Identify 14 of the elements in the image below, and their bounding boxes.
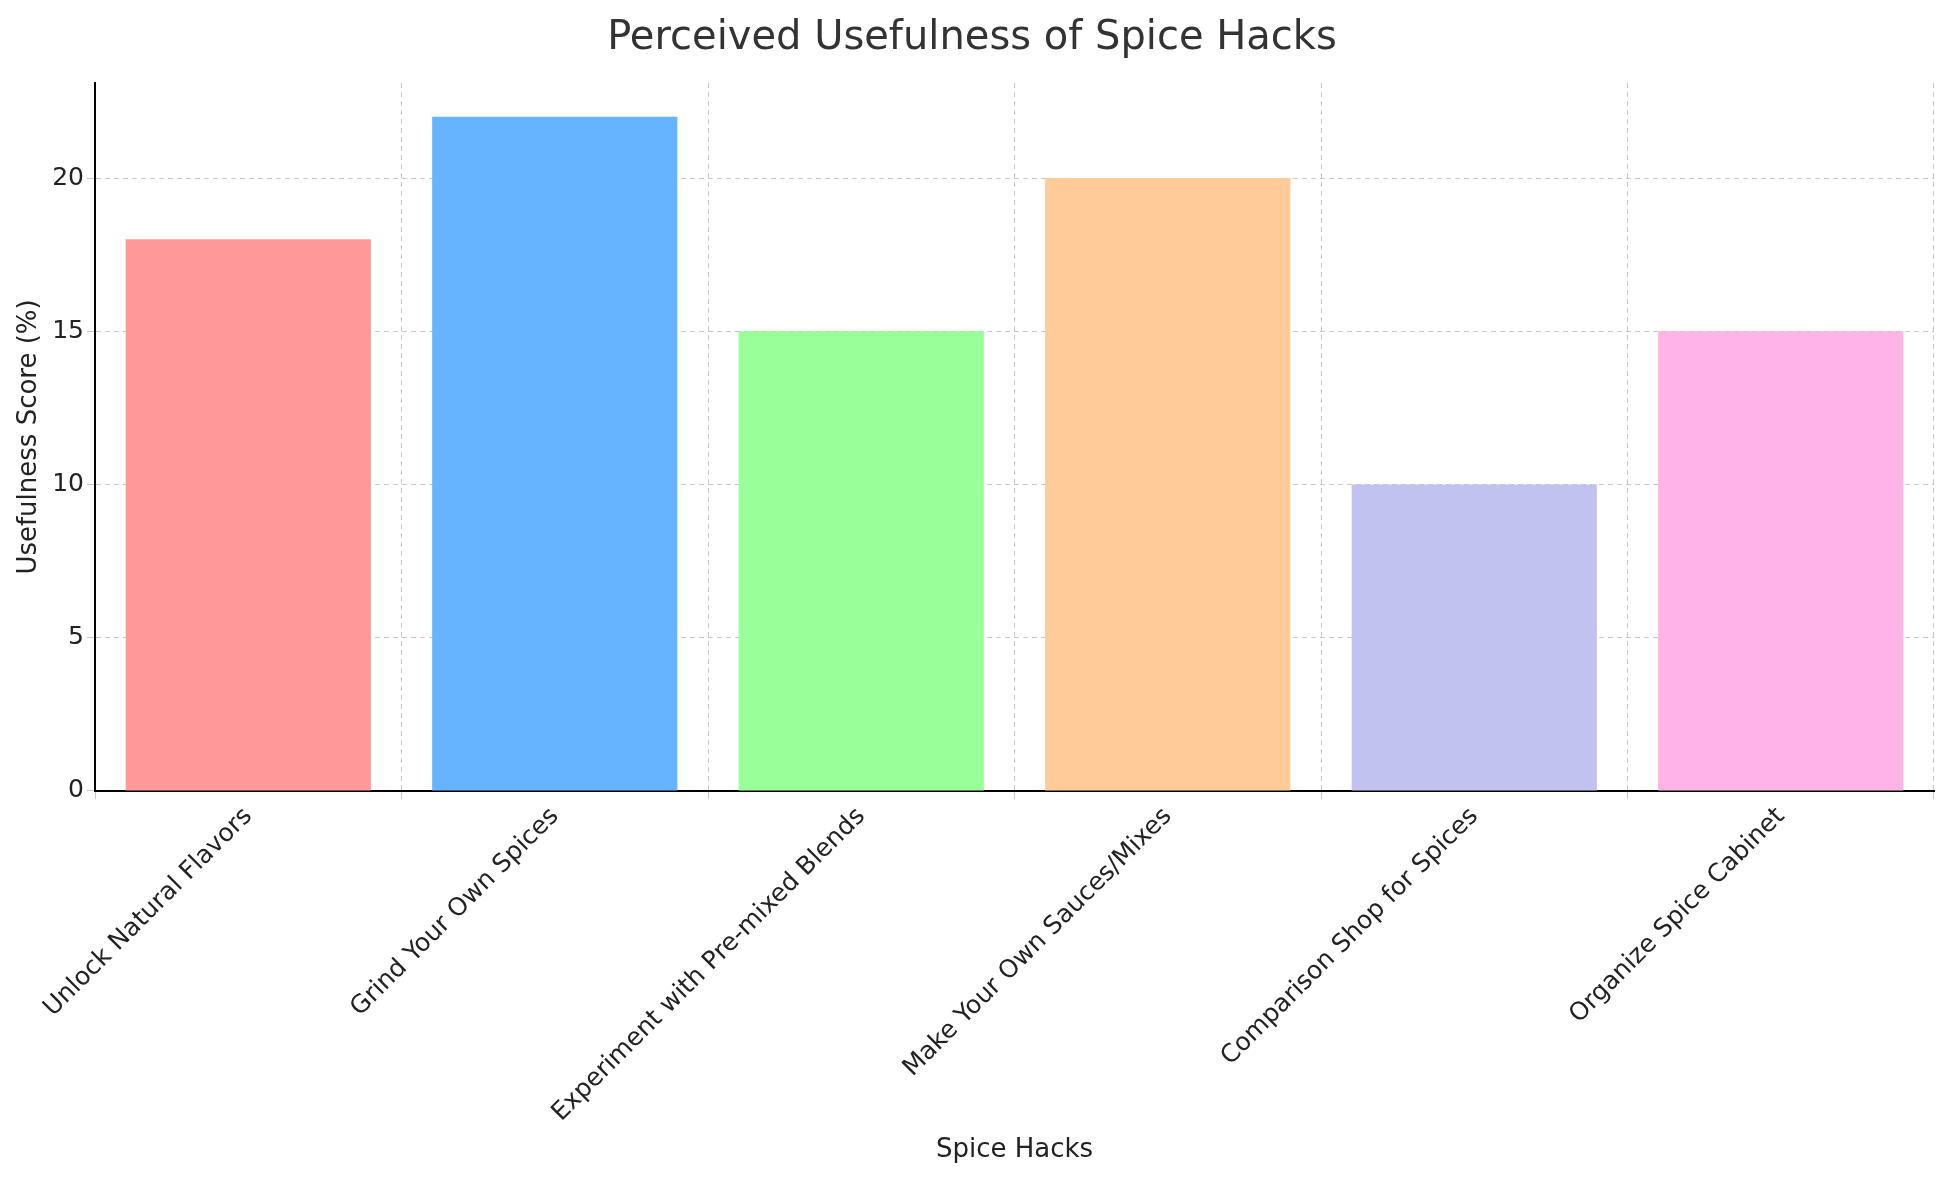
chart-title: Perceived Usefulness of Spice Hacks (607, 12, 1337, 59)
x-axis-title: Spice Hacks (935, 1133, 1094, 1164)
y-tick-label: 10 (52, 467, 85, 497)
y-tick-label: 15 (52, 314, 85, 344)
y-tick-label: 5 (68, 621, 85, 651)
y-axis-title: Usefulness Score (%) (12, 299, 43, 575)
bar (1045, 178, 1291, 791)
bar (432, 116, 678, 791)
bar (738, 331, 984, 791)
bar (1351, 484, 1597, 791)
y-tick-label: 20 (52, 161, 85, 191)
bar (1658, 331, 1904, 791)
bar (125, 239, 371, 791)
y-tick-label: 0 (68, 774, 85, 804)
